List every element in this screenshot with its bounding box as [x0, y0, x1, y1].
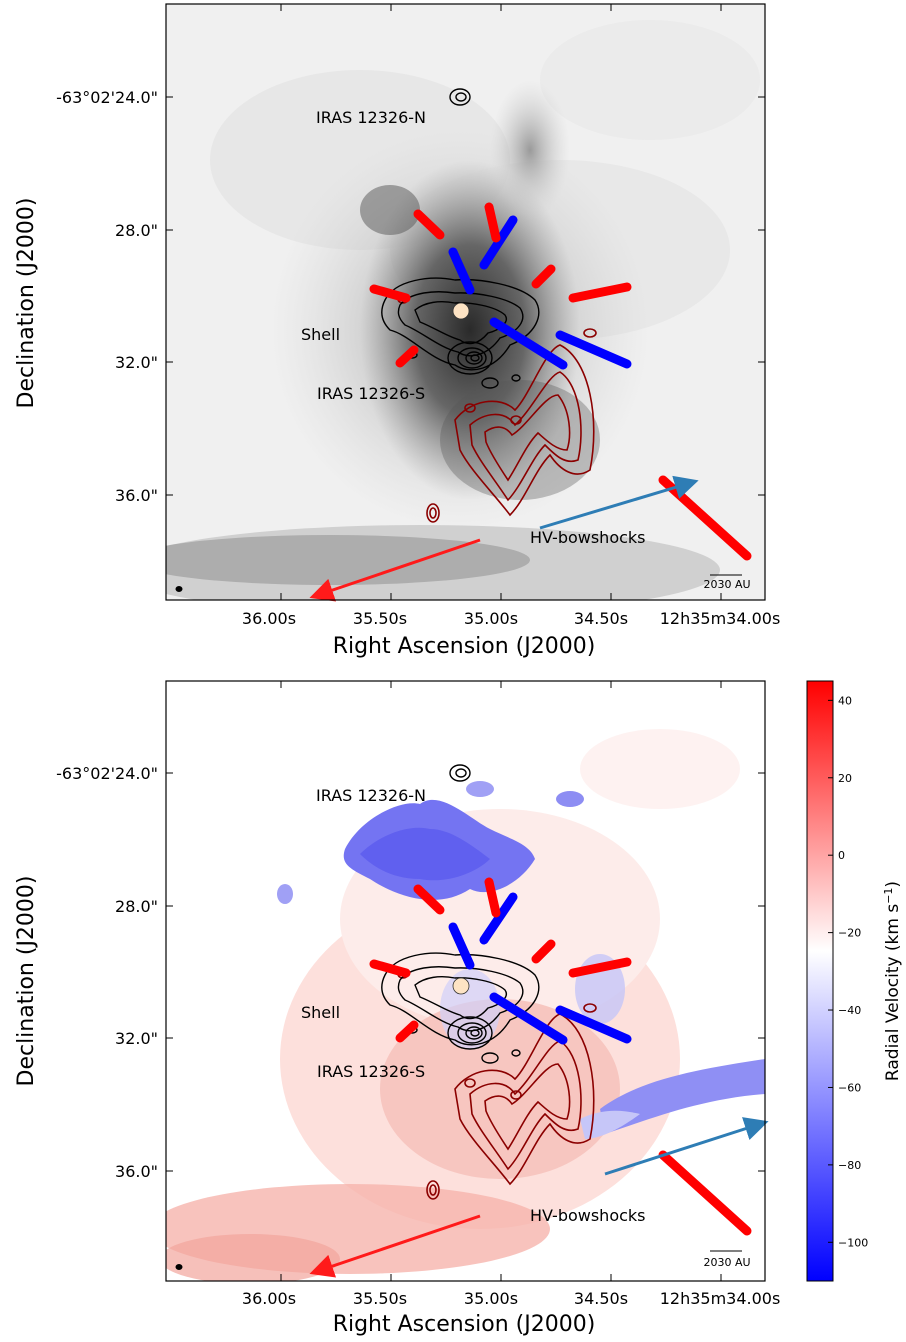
x-tick-labels: 36.00s 35.50s 35.00s 34.50s 12h35m34.00s	[242, 1289, 780, 1308]
label-iras-north: IRAS 12326-N	[316, 108, 426, 127]
x-tick-label: 34.50s	[574, 609, 628, 628]
x-axis-label: Right Ascension (J2000)	[333, 634, 596, 659]
red-knot-chains	[369, 202, 752, 561]
central-source-marker	[452, 302, 470, 320]
colorbar-tick-label: −60	[838, 1081, 861, 1094]
y-tick-label: -63°02'24.0"	[56, 88, 158, 107]
y-tick-label: 32.0"	[115, 1029, 158, 1048]
y-axis-label: Declination (J2000)	[14, 198, 39, 409]
grayscale-intensity-map	[166, 4, 765, 600]
blueshifted-outflow-arrow	[539, 475, 699, 530]
plot-frame	[165, 3, 766, 601]
x-tick-label: 34.50s	[574, 1289, 628, 1308]
label-shell: Shell	[301, 1003, 340, 1022]
axis-ticks	[166, 681, 765, 1281]
colorbar-tick-label: 0	[838, 849, 845, 862]
grayscale-map-figure: 2030 AU IRAS 12326-N Shell IRAS 12326-S …	[14, 3, 780, 659]
blue-knot-chains	[448, 215, 632, 370]
label-iras-south: IRAS 12326-S	[317, 384, 425, 403]
y-tick-labels: -63°02'24.0" 28.0" 32.0" 36.0"	[56, 764, 158, 1181]
y-tick-label: 32.0"	[115, 353, 158, 372]
label-hv-bowshocks: HV-bowshocks	[530, 1206, 646, 1225]
y-tick-label: -63°02'24.0"	[56, 764, 158, 783]
blue-knot-chains	[448, 892, 632, 1045]
colorbar-tick-label: −100	[838, 1236, 868, 1249]
y-tick-label: 28.0"	[115, 897, 158, 916]
y-tick-label: 28.0"	[115, 221, 158, 240]
colorbar-tick-label: −40	[838, 1004, 861, 1017]
colorbar-ticks: 40 20 0 −20 −40 −60 −80 −100	[828, 694, 868, 1249]
x-tick-label: 35.50s	[353, 609, 407, 628]
black-contours	[381, 764, 540, 1064]
blueshifted-outflow-arrow	[604, 1117, 769, 1176]
axis-ticks	[166, 4, 765, 600]
velocity-map-panel: 2030 AU IRAS 12326-N Shell IRAS 12326-S …	[0, 669, 906, 1338]
beam-ellipse	[175, 1264, 183, 1270]
red-contours	[397, 969, 597, 1200]
velocity-map-figure: 2030 AU IRAS 12326-N Shell IRAS 12326-S …	[14, 680, 904, 1337]
y-tick-label: 36.0"	[115, 1162, 158, 1181]
y-tick-labels: -63°02'24.0" 28.0" 32.0" 36.0"	[56, 88, 158, 505]
label-iras-north: IRAS 12326-N	[316, 786, 426, 805]
x-axis-label: Right Ascension (J2000)	[333, 1312, 596, 1337]
scalebar-label: 2030 AU	[703, 1256, 750, 1269]
red-knot-chains	[369, 877, 752, 1236]
x-tick-label: 35.00s	[464, 609, 518, 628]
beam-ellipse	[175, 586, 183, 592]
x-tick-label: 12h35m34.00s	[660, 609, 781, 628]
y-axis-label: Declination (J2000)	[14, 876, 39, 1087]
x-tick-label: 35.00s	[464, 1289, 518, 1308]
colorbar-tick-label: −80	[838, 1159, 861, 1172]
grayscale-map-panel: 2030 AU IRAS 12326-N Shell IRAS 12326-S …	[0, 0, 906, 669]
redshifted-outflow-arrow	[309, 1214, 481, 1278]
x-tick-labels: 36.00s 35.50s 35.00s 34.50s 12h35m34.00s	[242, 609, 780, 628]
x-tick-label: 36.00s	[242, 609, 296, 628]
scalebar-label: 2030 AU	[703, 578, 750, 591]
x-tick-label: 12h35m34.00s	[660, 1289, 781, 1308]
plot-frame	[165, 680, 766, 1282]
central-source-marker	[452, 977, 470, 995]
y-tick-label: 36.0"	[115, 486, 158, 505]
x-tick-label: 36.00s	[242, 1289, 296, 1308]
redshifted-outflow-arrow	[309, 538, 481, 602]
label-shell: Shell	[301, 325, 340, 344]
x-tick-label: 35.50s	[353, 1289, 407, 1308]
colorbar	[806, 680, 834, 1282]
label-iras-south: IRAS 12326-S	[317, 1062, 425, 1081]
colorbar-label: Radial Velocity (km s−1)	[882, 881, 904, 1081]
label-hv-bowshocks: HV-bowshocks	[530, 528, 646, 547]
colorbar-tick-label: −20	[838, 927, 861, 940]
colorbar-tick-label: 20	[838, 772, 852, 785]
colorbar-tick-label: 40	[838, 694, 852, 707]
